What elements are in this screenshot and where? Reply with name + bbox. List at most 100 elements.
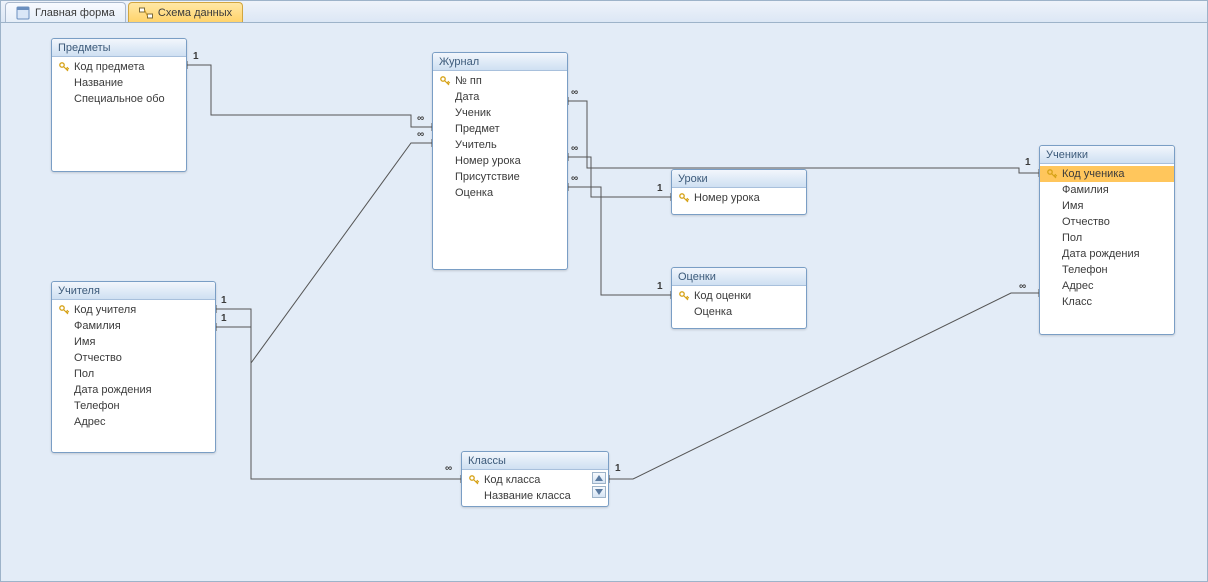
table-ocenki[interactable]: Оценки Код оценки Оценка: [671, 267, 807, 329]
field-row[interactable]: Телефон: [52, 398, 215, 414]
field-row[interactable]: Имя: [52, 334, 215, 350]
field-name: Код оценки: [694, 290, 751, 302]
cardinality-label: 1: [1025, 157, 1031, 168]
field-row[interactable]: Учитель: [433, 137, 567, 153]
relationships-icon: [139, 6, 153, 20]
field-row[interactable]: Пол: [52, 366, 215, 382]
relationship-line[interactable]: [568, 157, 671, 197]
table-uroki[interactable]: Уроки Номер урока: [671, 169, 807, 215]
field-row[interactable]: Телефон: [1040, 262, 1174, 278]
field-name: Присутствие: [455, 171, 520, 183]
table-zhurnal[interactable]: Журнал № пп Дата Ученик Предмет Учитель Номер …: [432, 52, 568, 270]
field-row[interactable]: Фамилия: [52, 318, 215, 334]
table-fields: Код оценки Оценка: [672, 286, 806, 322]
field-row[interactable]: Название: [52, 75, 186, 91]
field-name: Дата рождения: [1062, 248, 1140, 260]
cardinality-label: ∞: [417, 113, 424, 124]
primary-key-icon: [678, 290, 690, 302]
relationship-line[interactable]: [568, 187, 671, 295]
field-row[interactable]: Имя: [1040, 198, 1174, 214]
field-row[interactable]: Адрес: [1040, 278, 1174, 294]
field-row[interactable]: Пол: [1040, 230, 1174, 246]
table-header[interactable]: Уроки: [672, 170, 806, 188]
field-name: Отчество: [74, 352, 122, 364]
cardinality-label: ∞: [445, 463, 452, 474]
field-row[interactable]: Название класса: [462, 488, 608, 504]
field-row[interactable]: Дата рождения: [52, 382, 215, 398]
field-row[interactable]: Предмет: [433, 121, 567, 137]
relationship-line[interactable]: [216, 327, 461, 479]
field-name: Оценка: [455, 187, 493, 199]
field-row[interactable]: Код предмета: [52, 59, 186, 75]
table-header[interactable]: Классы: [462, 452, 608, 470]
field-row[interactable]: Класс: [1040, 294, 1174, 310]
table-fields: Код учителя Фамилия Имя Отчество Пол Дата рож…: [52, 300, 215, 432]
field-name: Специальное обо: [74, 93, 165, 105]
field-row[interactable]: Номер урока: [672, 190, 806, 206]
table-ucheniki[interactable]: Ученики Код ученика Фамилия Имя Отчество Пол Д…: [1039, 145, 1175, 335]
cardinality-label: 1: [221, 295, 227, 306]
tab-bar: Главная форма Схема данных: [1, 1, 1207, 23]
cardinality-label: 1: [657, 183, 663, 194]
field-name: Ученик: [455, 107, 491, 119]
field-name: Отчество: [1062, 216, 1110, 228]
field-row[interactable]: Дата: [433, 89, 567, 105]
field-row[interactable]: Номер урока: [433, 153, 567, 169]
scroll-up-button[interactable]: [592, 472, 606, 484]
relationship-line[interactable]: [216, 143, 432, 363]
field-row[interactable]: Отчество: [52, 350, 215, 366]
field-name: Телефон: [1062, 264, 1108, 276]
field-row[interactable]: Фамилия: [1040, 182, 1174, 198]
cardinality-label: 1: [657, 281, 663, 292]
table-header[interactable]: Предметы: [52, 39, 186, 57]
cardinality-label: ∞: [1019, 281, 1026, 292]
cardinality-label: 1: [193, 51, 199, 62]
relationship-line[interactable]: [187, 65, 432, 127]
cardinality-label: ∞: [571, 87, 578, 98]
field-name: Адрес: [74, 416, 106, 428]
relationship-line[interactable]: [568, 101, 1039, 173]
field-row[interactable]: Специальное обо: [52, 91, 186, 107]
field-name: № пп: [455, 75, 482, 87]
field-name: Номер урока: [455, 155, 521, 167]
field-name: Фамилия: [1062, 184, 1109, 196]
table-fields: Код класса Название класса: [462, 470, 608, 506]
field-row[interactable]: Оценка: [672, 304, 806, 320]
field-name: Телефон: [74, 400, 120, 412]
table-header[interactable]: Учителя: [52, 282, 215, 300]
field-row[interactable]: Код оценки: [672, 288, 806, 304]
field-name: Код класса: [484, 474, 540, 486]
field-name: Код предмета: [74, 61, 144, 73]
tab-label: Схема данных: [158, 7, 232, 19]
table-uchiteli[interactable]: Учителя Код учителя Фамилия Имя Отчество Пол Д…: [51, 281, 216, 453]
table-header[interactable]: Ученики: [1040, 146, 1174, 164]
form-icon: [16, 6, 30, 20]
cardinality-label: 1: [221, 313, 227, 324]
field-row[interactable]: Адрес: [52, 414, 215, 430]
field-name: Название: [74, 77, 123, 89]
table-klassy[interactable]: Классы Код класса Название класса: [461, 451, 609, 507]
primary-key-icon: [439, 75, 451, 87]
field-row[interactable]: Ученик: [433, 105, 567, 121]
tab-0[interactable]: Главная форма: [5, 2, 126, 22]
primary-key-icon: [58, 304, 70, 316]
field-name: Фамилия: [74, 320, 121, 332]
field-name: Дата: [455, 91, 479, 103]
scroll-down-button[interactable]: [592, 486, 606, 498]
field-row[interactable]: Оценка: [433, 185, 567, 201]
primary-key-icon: [58, 61, 70, 73]
field-row[interactable]: Код класса: [462, 472, 608, 488]
field-row[interactable]: Присутствие: [433, 169, 567, 185]
field-name: Дата рождения: [74, 384, 152, 396]
field-name: Предмет: [455, 123, 500, 135]
field-row[interactable]: № пп: [433, 73, 567, 89]
relationships-canvas[interactable]: Предметы Код предмета Название Специальное …: [1, 23, 1207, 581]
table-header[interactable]: Журнал: [433, 53, 567, 71]
field-row[interactable]: Дата рождения: [1040, 246, 1174, 262]
field-row[interactable]: Отчество: [1040, 214, 1174, 230]
tab-1[interactable]: Схема данных: [128, 2, 243, 22]
field-row[interactable]: Код ученика: [1040, 166, 1174, 182]
field-row[interactable]: Код учителя: [52, 302, 215, 318]
table-header[interactable]: Оценки: [672, 268, 806, 286]
table-predmety[interactable]: Предметы Код предмета Название Специальное …: [51, 38, 187, 172]
